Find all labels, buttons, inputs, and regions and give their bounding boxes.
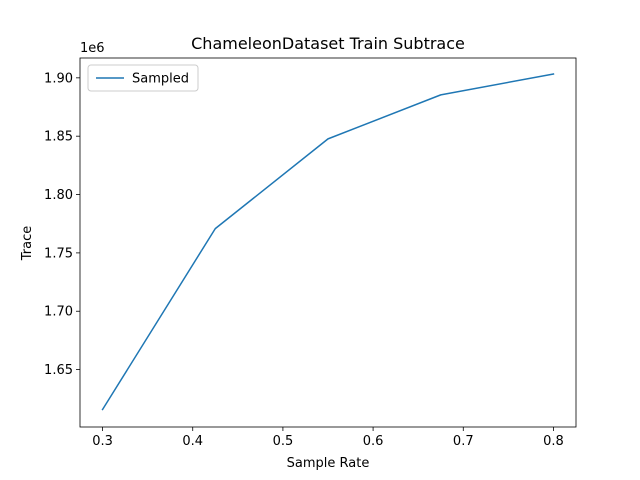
x-tick-label: 0.3 <box>92 434 113 449</box>
y-tick-label: 1.75 <box>44 246 73 261</box>
y-offset-label: 1e6 <box>80 41 105 56</box>
plot-area: 0.3 0.4 0.5 0.6 0.7 0.8 1.65 1.70 1.75 1.80 1.85 1.… <box>44 57 577 449</box>
y-tick-label: 1.65 <box>44 363 73 378</box>
x-tick-label: 0.4 <box>182 434 203 449</box>
x-tick-label: 0.6 <box>363 434 384 449</box>
y-tick-label: 1.85 <box>44 130 73 145</box>
x-axis-label: Sample Rate <box>287 456 370 471</box>
x-tick-label: 0.5 <box>273 434 294 449</box>
chart-title: ChameleonDataset Train Subtrace <box>191 34 465 53</box>
y-tick-label: 1.70 <box>44 305 73 320</box>
legend-box <box>87 64 199 92</box>
legend-label: Sampled <box>132 72 189 87</box>
x-tick-label: 0.7 <box>453 434 474 449</box>
y-tick-label: 1.90 <box>44 71 73 86</box>
x-tick-label: 0.8 <box>543 434 564 449</box>
axes-frame <box>79 57 577 428</box>
y-axis-label: Trace <box>20 226 35 262</box>
y-tick-label: 1.80 <box>44 188 73 203</box>
series-line-sampled <box>101 73 555 411</box>
legend: Sampled <box>87 64 199 92</box>
